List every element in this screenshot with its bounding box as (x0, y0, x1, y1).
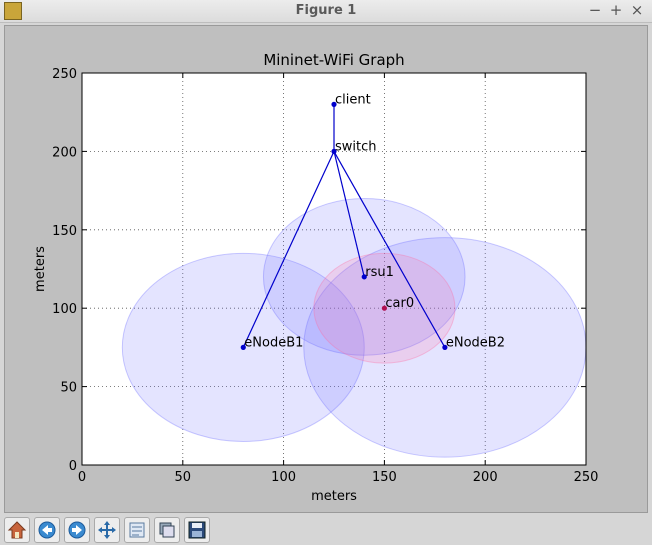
figure-canvas[interactable]: client switch rsu1 car0 eNodeB1 eNodeB2 0 50 100… (4, 25, 648, 513)
node-eNodeB2[interactable] (442, 344, 448, 350)
y-tick-label: 250 (52, 67, 77, 82)
move-cross-icon (98, 521, 116, 539)
edit-axes-button[interactable] (154, 517, 180, 543)
home-icon (7, 521, 27, 539)
chart-svg: client switch rsu1 car0 eNodeB1 eNodeB2 0 50 100… (33, 51, 599, 504)
pan-button[interactable] (94, 517, 120, 543)
y-tick-label: 0 (69, 459, 77, 474)
node-switch[interactable] (331, 148, 337, 154)
x-tick-label: 100 (271, 470, 296, 485)
floppy-disk-icon (188, 521, 206, 539)
configure-subplots-button[interactable] (124, 517, 150, 543)
y-tick-label: 50 (60, 381, 77, 396)
navigation-toolbar (0, 515, 652, 545)
link-switch-rsu1 (333, 151, 365, 277)
close-button[interactable]: × (630, 1, 644, 19)
minimize-button[interactable]: − (588, 1, 602, 19)
app-icon (4, 2, 22, 20)
x-axis-label: meters (311, 489, 357, 504)
home-button[interactable] (4, 517, 30, 543)
x-tick-label: 200 (473, 470, 498, 485)
x-tick-label: 50 (175, 470, 192, 485)
sliders-icon (129, 522, 145, 538)
node-label-switch: switch (335, 139, 377, 154)
node-client[interactable] (331, 101, 337, 107)
node-label-car0: car0 (385, 296, 414, 311)
link-switch-eNodeB1 (242, 151, 335, 348)
link-switch-eNodeB2 (333, 151, 446, 348)
forward-button[interactable] (64, 517, 90, 543)
y-tick-label: 100 (52, 302, 77, 317)
window-titlebar: Figure 1 − + × (0, 0, 652, 23)
x-tick-label: 250 (574, 470, 599, 485)
node-label-rsu1: rsu1 (365, 265, 394, 280)
right-arrow-icon (68, 521, 86, 539)
node-rsu1[interactable] (361, 274, 367, 280)
x-tick-label: 0 (78, 470, 86, 485)
node-eNodeB1[interactable] (240, 344, 246, 350)
window-controls: − + × (588, 1, 644, 19)
left-arrow-icon (38, 521, 56, 539)
y-tick-label: 200 (52, 145, 77, 160)
node-label-eNodeB1: eNodeB1 (244, 335, 303, 350)
layers-icon (159, 522, 175, 538)
save-button[interactable] (184, 517, 210, 543)
axes-frame (81, 72, 587, 466)
window-title: Figure 1 (295, 3, 357, 18)
y-axis-label: meters (33, 246, 48, 292)
chart-title: Mininet-WiFi Graph (263, 51, 404, 69)
node-label-eNodeB2: eNodeB2 (446, 335, 505, 350)
x-tick-label: 150 (372, 470, 397, 485)
y-tick-label: 150 (52, 224, 77, 239)
back-button[interactable] (34, 517, 60, 543)
node-label-client: client (335, 92, 371, 107)
node-car0[interactable] (381, 305, 387, 311)
maximize-button[interactable]: + (609, 1, 623, 19)
